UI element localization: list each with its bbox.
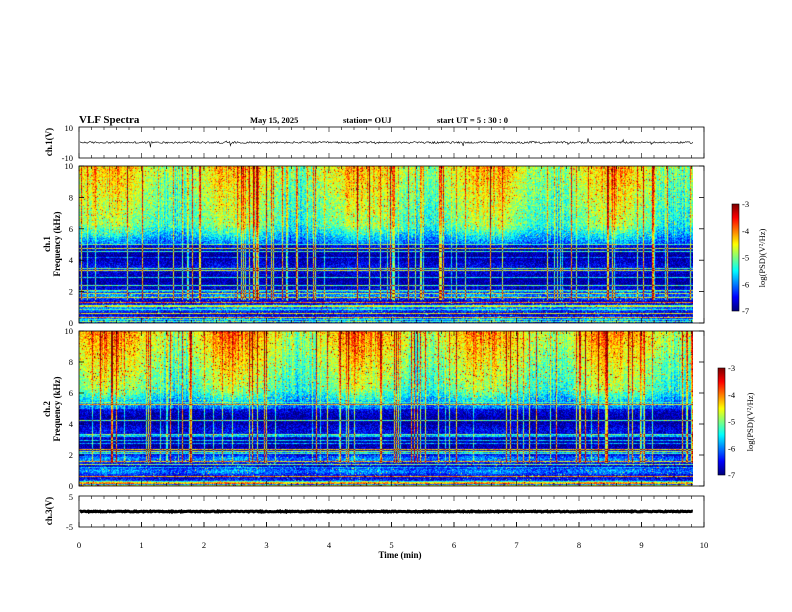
ch1-colorbar-tick: -7 [742, 306, 749, 316]
ch1-ytick-top: 10 [65, 123, 74, 133]
ch2-colorbar-frame [717, 367, 726, 476]
x-tick-label: 10 [700, 540, 709, 550]
x-tick-label: 2 [202, 540, 206, 550]
x-tick-label: 5 [389, 540, 393, 550]
time-axis-label: Time (min) [378, 550, 421, 560]
ch1-ytick-bottom: -10 [62, 153, 73, 163]
ch2-ytick-label: 4 [69, 419, 74, 429]
ch1-colorbar-image [732, 204, 739, 311]
x-tick-label: 6 [452, 540, 456, 550]
ch3-waveform-ylabel: ch.3(V) [44, 497, 54, 525]
ch1-colorbar-tick: -4 [742, 226, 750, 236]
ch1-colorbar-tick: -6 [742, 279, 749, 289]
ch1-waveform-ylabel: ch.1(V) [44, 128, 54, 156]
ch2-colorbar-tick: -3 [728, 363, 735, 373]
start-time-label: start UT = 5 : 30 : 0 [437, 115, 508, 125]
ch2-ytick-label: 6 [69, 388, 73, 398]
ch2-colorbar-label: log(PSD)(V²/Hz) [745, 392, 755, 451]
ch1-ytick-label: 6 [69, 224, 73, 234]
ch2-ytick-label: 0 [69, 481, 73, 491]
ch1-ytick-label: 8 [69, 192, 73, 202]
ch1-spectrogram-ylabel-freq: Frequency (kHz) [52, 211, 62, 276]
ch1-waveform-line [79, 138, 694, 148]
ch2-ytick-label: 2 [69, 450, 73, 460]
ch1-ytick-label: 10 [65, 161, 74, 171]
ch3-ytick-bottom: -5 [66, 522, 73, 532]
ch2-colorbar-tick: -6 [728, 443, 735, 453]
x-tick-label: 8 [577, 540, 581, 550]
ch2-colorbar-image [718, 368, 725, 475]
x-tick-label: 4 [327, 540, 332, 550]
ch1-spectrogram-image [79, 166, 693, 323]
ch2-spectrogram-ylabel-freq: Frequency (kHz) [52, 376, 62, 441]
ch3-waveform-line [79, 508, 693, 515]
x-tick-label: 7 [514, 540, 518, 550]
ch1-ytick-label: 0 [69, 318, 73, 328]
date-label: May 15, 2025 [250, 115, 298, 125]
time-axis: 0 1 2 3 4 5 6 7 8 9 10 [77, 127, 708, 550]
ch2-colorbar-tick: -7 [728, 470, 735, 480]
ch1-colorbar-tick: -5 [742, 253, 749, 263]
x-tick-label: 0 [77, 540, 81, 550]
ch1-waveform-panel: 10 -10 ch.1(V) [44, 123, 705, 163]
station-label: station= OUJ [343, 115, 392, 125]
ch1-colorbar-tick: -3 [742, 199, 749, 209]
ch2-ytick-label: 10 [65, 326, 74, 336]
ch3-waveform-panel: 5 -5 ch.3(V) [44, 492, 705, 532]
x-tick-label: 9 [639, 540, 643, 550]
x-tick-label: 3 [264, 540, 268, 550]
ch2-colorbar-tick: -5 [728, 417, 735, 427]
ch2-colorbar-tick: -4 [728, 390, 736, 400]
ch3-ytick-top: 5 [69, 492, 73, 502]
ch1-colorbar-label: log(PSD)(V²/Hz) [757, 228, 767, 287]
ch2-spectrogram-image [79, 331, 693, 486]
ch2-ytick-label: 8 [69, 357, 73, 367]
x-tick-label: 1 [139, 540, 143, 550]
ch2-spectrogram-ylabel-channel: ch.2 [42, 401, 52, 417]
ch1-colorbar-frame [731, 203, 740, 312]
figure-title: VLF Spectra [79, 114, 140, 126]
ch1-ytick-label: 2 [69, 287, 73, 297]
ch1-spectrogram-ylabel-channel: ch.1 [42, 236, 52, 252]
ch1-ytick-label: 4 [69, 255, 74, 265]
